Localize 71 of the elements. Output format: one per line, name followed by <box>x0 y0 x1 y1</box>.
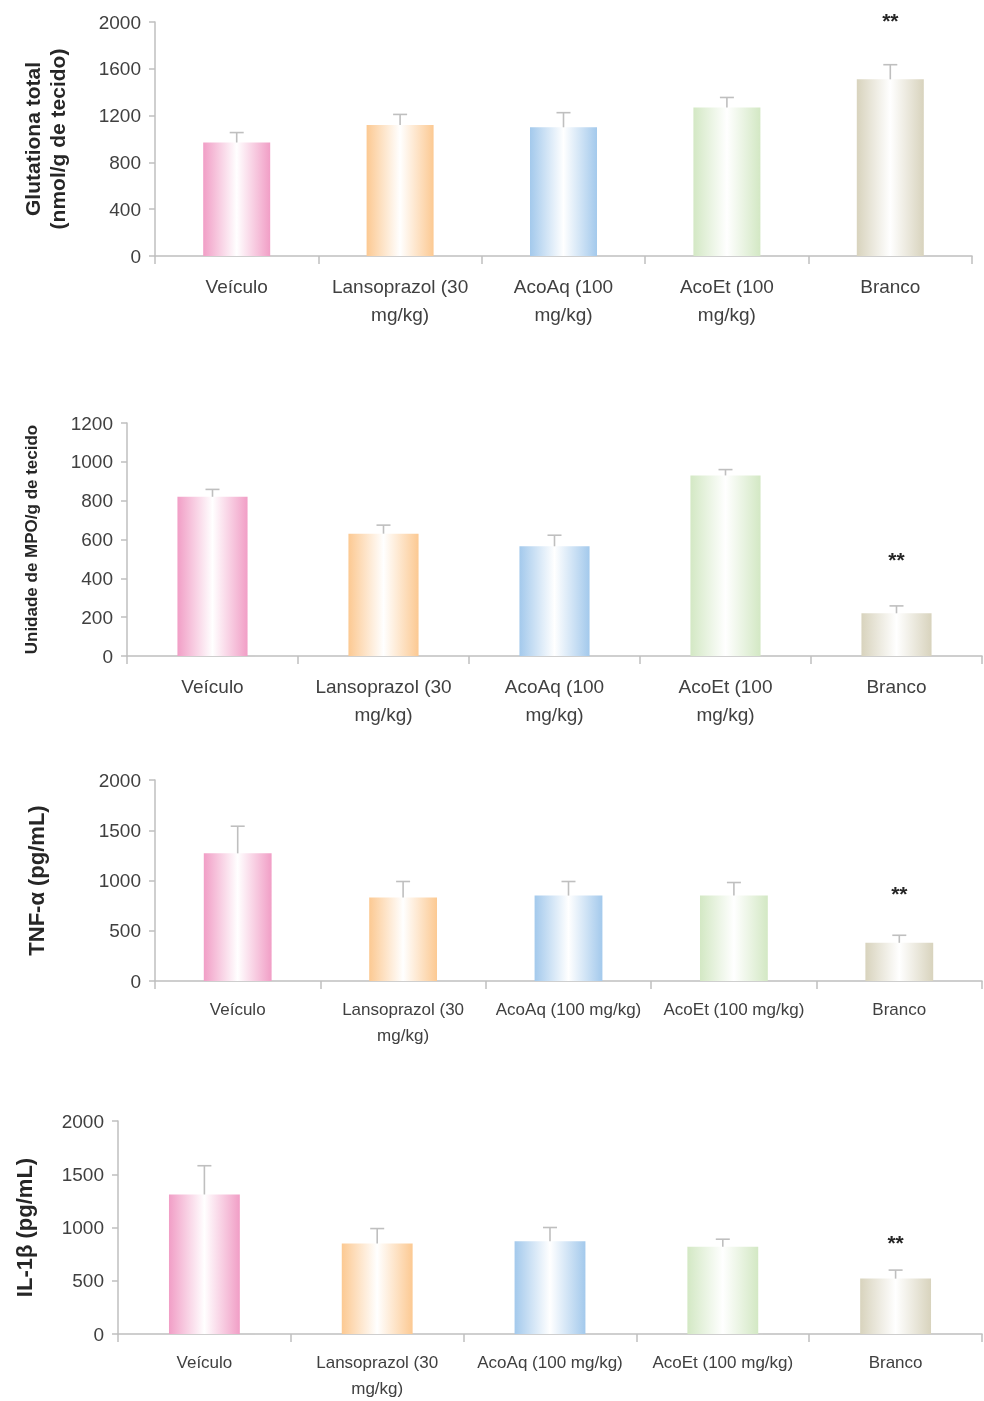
bar <box>369 897 438 981</box>
bar <box>514 1241 586 1334</box>
y-tick-label: 400 <box>109 198 141 220</box>
y-tick-label: 2000 <box>98 769 141 791</box>
y-tick-label: 1600 <box>98 58 141 80</box>
bar <box>856 79 924 256</box>
bar <box>177 496 248 656</box>
x-tick-label: Lansoprazol (30 mg/kg) <box>331 275 469 326</box>
x-tick-label: Veículo <box>209 1000 266 1020</box>
y-tick-label: 1000 <box>70 451 113 473</box>
y-tick-label: 2000 <box>98 11 141 33</box>
y-tick-label: 800 <box>109 151 141 173</box>
y-tick-label: 400 <box>81 567 113 589</box>
y-tick-label: 1000 <box>61 1217 104 1238</box>
bar <box>693 107 761 256</box>
bar <box>348 533 419 656</box>
bar <box>203 142 271 256</box>
y-tick-label: 0 <box>130 245 141 267</box>
x-tick-label: Branco <box>872 1000 927 1020</box>
bar <box>860 1278 932 1334</box>
y-tick-label: 200 <box>81 606 113 628</box>
x-tick-label: Lansoprazol (30 mg/kg) <box>316 1353 439 1398</box>
y-tick-label: 1000 <box>98 870 141 891</box>
bar <box>530 127 597 256</box>
y-tick-label: 500 <box>109 920 141 942</box>
y-tick-label: 600 <box>81 529 113 550</box>
x-tick-label: Lansoprazol (30 mg/kg) <box>342 1000 465 1045</box>
y-tick-label: 800 <box>81 490 113 512</box>
bar <box>861 613 932 656</box>
y-axis-title: TNF-α (pg/mL) <box>24 805 50 956</box>
annotation: ** <box>888 548 906 572</box>
y-axis-title: IL-1β (pg/mL) <box>12 1157 38 1298</box>
x-tick-label: AcoEt (100 mg/kg) <box>679 275 774 326</box>
y-tick-label: 1200 <box>98 105 141 127</box>
annotation: ** <box>891 881 909 905</box>
annotation: ** <box>882 9 900 33</box>
y-axis-title: Glutationa total (nmol/g de tecido) <box>20 48 69 230</box>
bar <box>534 895 603 981</box>
y-tick-label: 0 <box>102 645 113 667</box>
y-tick-label: 2000 <box>61 1110 104 1132</box>
annotation: ** <box>887 1230 905 1254</box>
bar <box>699 895 768 981</box>
bar <box>168 1194 240 1334</box>
y-tick-label: 0 <box>93 1323 104 1345</box>
x-tick-label: Veículo <box>205 275 268 297</box>
x-tick-label: AcoAq (100 mg/kg) <box>504 675 605 726</box>
y-tick-label: 0 <box>130 970 141 992</box>
x-tick-label: Veículo <box>181 675 244 697</box>
x-tick-label: Branco <box>868 1353 923 1373</box>
bar <box>203 853 272 981</box>
x-tick-label: Branco <box>860 275 921 297</box>
bar <box>366 124 434 256</box>
x-tick-label: AcoAq (100 mg/kg) <box>495 1000 642 1020</box>
y-tick-label: 1500 <box>61 1163 104 1185</box>
bar <box>687 1246 759 1334</box>
x-tick-label: AcoEt (100 mg/kg) <box>663 1000 805 1020</box>
x-tick-label: AcoAq (100 mg/kg) <box>477 1353 623 1373</box>
y-tick-label: 500 <box>72 1270 104 1292</box>
bar <box>341 1243 413 1334</box>
x-tick-label: AcoAq (100 mg/kg) <box>513 275 614 326</box>
y-tick-label: 1500 <box>98 819 141 841</box>
x-tick-label: Veículo <box>176 1353 233 1373</box>
x-tick-label: AcoEt (100 mg/kg) <box>678 675 773 726</box>
y-tick-label: 1200 <box>70 412 113 434</box>
x-tick-label: Lansoprazol (30 mg/kg) <box>315 675 452 726</box>
x-tick-label: AcoEt (100 mg/kg) <box>652 1353 794 1373</box>
bar <box>690 475 761 656</box>
x-tick-label: Branco <box>866 675 927 697</box>
bar <box>519 546 590 656</box>
y-axis-title: Unidade de MPO/g de tecido <box>22 424 42 655</box>
bar <box>865 942 934 981</box>
